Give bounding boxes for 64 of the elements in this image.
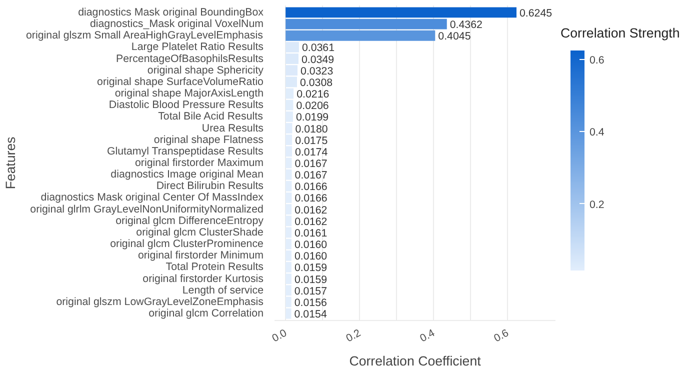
data-label: 0.0154	[294, 308, 327, 321]
y-tick-label: Diastolic Blood Pressure Results	[108, 99, 264, 112]
color-bar-label: 0.4	[590, 126, 604, 139]
y-tick-label: original glrlm GrayLevelNonUniformityNormalized	[30, 203, 264, 216]
y-tick-label: original shape Sphericity	[147, 64, 264, 76]
y-tick-label: original shape SurfaceVolumeRatio	[97, 76, 264, 88]
y-tick-label: original firstorder Minimum	[138, 250, 264, 262]
data-label: 0.0160	[294, 250, 328, 263]
y-axis-title: Features	[3, 136, 18, 190]
data-label: 0.0166	[294, 181, 328, 194]
y-tick-label: diagnostics Mask original BoundingBox	[78, 6, 264, 18]
y-tick-label: original firstorder Kurtosis	[142, 272, 264, 285]
data-label: 0.0361	[302, 42, 335, 54]
data-label: 0.0174	[295, 146, 328, 158]
data-label: 0.0166	[294, 192, 328, 205]
y-tick-label: original glcm ClusterProminence	[110, 238, 264, 250]
data-label: 0.0160	[294, 239, 328, 252]
data-label: 0.0180	[295, 123, 328, 136]
x-tick-label: 0.4	[418, 327, 437, 345]
color-bar-label: 0.6	[590, 54, 604, 66]
data-label: 0.0161	[294, 227, 328, 240]
y-tick-label: PercentageOfBasophilsResults	[116, 52, 264, 65]
y-tick-label: Total Bile Acid Results	[158, 110, 263, 123]
data-label: 0.0199	[296, 112, 329, 124]
data-label: 0.0162	[294, 204, 328, 216]
data-label: 0.0156	[294, 296, 328, 309]
data-label: 0.0167	[294, 158, 328, 170]
y-tick-label: Direct Bilirubin Results	[156, 180, 264, 192]
y-tick-label: Large Platelet Ratio Results	[131, 41, 264, 54]
y-tick-label: Total Protein Results	[166, 261, 264, 274]
y-tick-label: Glutamyl Transpeptidase Results	[106, 145, 264, 158]
data-label: 0.6245	[519, 7, 552, 20]
x-tick-label: 0.6	[492, 327, 511, 345]
color-bar-label: 0.2	[590, 198, 604, 211]
x-axis-title: Correlation Coefficient	[349, 354, 482, 369]
y-tick-label: diagnostics_Mask original VoxelNum	[90, 18, 264, 30]
data-label: 0.0167	[294, 170, 328, 182]
data-label: 0.0159	[294, 262, 328, 274]
y-tick-label: original shape Flatness	[154, 134, 264, 146]
y-tick-label: diagnostics Mask original Center Of MassIndex	[40, 192, 264, 204]
y-tick-label: diagnostics Image original Mean	[110, 168, 264, 181]
data-label: 0.0323	[300, 65, 334, 78]
x-tick-label: 0.0	[270, 327, 290, 345]
y-tick-label: original glcm ClusterShade	[136, 226, 264, 238]
y-tick-label: original glcm Correlation	[148, 308, 264, 320]
data-label: 0.0162	[294, 216, 328, 228]
data-label: 0.0175	[295, 134, 328, 147]
data-label: 0.4045	[438, 30, 471, 43]
y-tick-label: original glszm LowGrayLevelZoneEmphasis	[56, 296, 264, 308]
data-label: 0.0159	[294, 274, 328, 286]
x-tick-label: 0.2	[344, 327, 363, 345]
data-label: 0.0216	[296, 88, 330, 101]
y-tick-label: original shape MajorAxisLength	[114, 88, 264, 100]
color-bar-title: Correlation Strength	[560, 26, 680, 40]
data-label: 0.4362	[450, 19, 483, 32]
y-tick-label: original glszm Small AreaHighGrayLevelEmphasis	[26, 30, 263, 42]
y-tick-label: Length of service	[182, 284, 264, 296]
data-label: 0.0206	[296, 100, 329, 112]
data-label: 0.0308	[300, 76, 333, 89]
data-label: 0.0349	[301, 54, 334, 66]
y-tick-label: Urea Results	[202, 122, 264, 134]
data-label: 0.0157	[294, 285, 328, 298]
y-tick-label: original glcm DifferenceEntropy	[116, 214, 264, 227]
y-tick-label: original firstorder Maximum	[135, 157, 264, 169]
